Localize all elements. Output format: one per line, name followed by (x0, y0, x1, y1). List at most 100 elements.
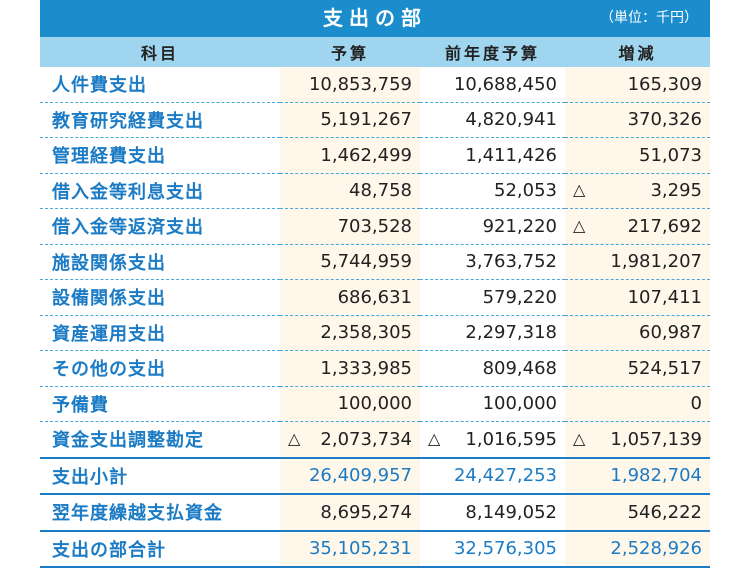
subject-cell: 管理経費支出 (40, 137, 280, 174)
budget-cell: 35,105,231 (280, 529, 420, 568)
subject-cell: 設備関係支出 (40, 279, 280, 316)
value: 52,053 (494, 180, 557, 202)
change-cell: △ 3,295 (565, 173, 710, 209)
value: 546,222 (627, 501, 702, 523)
value: 2,297,318 (465, 322, 557, 344)
prev-budget-cell: 24,427,253 (420, 456, 565, 495)
subject-cell: 資金支出調整勘定 (40, 421, 280, 458)
table-row: 借入金等利息支出 48,758 52,053 △ 3,295 (40, 173, 710, 209)
subject-cell: 予備費 (40, 386, 280, 422)
subtotal-row: 支出小計 26,409,957 24,427,253 1,982,704 (40, 456, 710, 495)
negative-triangle-icon: △ (573, 428, 586, 448)
prev-budget-cell: 10,688,450 (420, 67, 565, 103)
value: 3,763,752 (465, 251, 557, 273)
table-row: その他の支出 1,333,985 809,468 524,517 (40, 350, 710, 387)
table-row: 人件費支出 10,853,759 10,688,450 165,309 (40, 67, 710, 103)
subject-cell: 借入金等利息支出 (40, 173, 280, 209)
prev-budget-cell: 579,220 (420, 279, 565, 316)
unit-note: （単位：千円） (600, 10, 698, 26)
value: 1,462,499 (320, 144, 412, 166)
value: 10,688,450 (453, 73, 557, 95)
budget-cell: 1,462,499 (280, 137, 420, 174)
value: 1,411,426 (465, 144, 557, 166)
table-row: 資産運用支出 2,358,305 2,297,318 60,987 (40, 315, 710, 351)
header-prev-budget: 前年度予算 (420, 37, 565, 67)
value: 0 (690, 393, 702, 415)
table-row: 資金支出調整勘定 △ 2,073,734 △ 1,016,595 △ 1,057,139 (40, 421, 710, 458)
value: 2,073,734 (320, 428, 412, 450)
value: 5,191,267 (320, 109, 412, 131)
prev-budget-cell: 32,576,305 (420, 529, 565, 568)
value: 60,987 (639, 322, 702, 344)
value: 107,411 (627, 286, 702, 308)
prev-budget-cell: △ 1,016,595 (420, 421, 565, 458)
budget-cell: 8,695,274 (280, 494, 420, 531)
change-cell: 107,411 (565, 279, 710, 316)
prev-budget-cell: 8,149,052 (420, 494, 565, 531)
subject-cell: 借入金等返済支出 (40, 208, 280, 245)
budget-cell: 686,631 (280, 279, 420, 316)
header-change: 増減 (565, 37, 710, 67)
value: 1,982,704 (610, 465, 702, 487)
value: 686,631 (337, 286, 412, 308)
value: 2,358,305 (320, 322, 412, 344)
value: 1,981,207 (610, 251, 702, 273)
prev-budget-cell: 809,468 (420, 350, 565, 387)
budget-cell: 2,358,305 (280, 315, 420, 351)
total-row: 支出の部合計 35,105,231 32,576,305 2,528,926 (40, 529, 710, 568)
header-subject: 科目 (40, 37, 280, 67)
value: 35,105,231 (308, 538, 412, 560)
value: 1,016,595 (465, 428, 557, 450)
value: 1,057,139 (610, 428, 702, 450)
change-cell: 2,528,926 (565, 529, 710, 568)
subject-cell: 施設関係支出 (40, 244, 280, 280)
value: 32,576,305 (453, 538, 557, 560)
negative-triangle-icon: △ (573, 215, 586, 235)
budget-cell: 26,409,957 (280, 456, 420, 495)
value: 51,073 (639, 144, 702, 166)
value: 5,744,959 (320, 251, 412, 273)
change-cell: 524,517 (565, 350, 710, 387)
budget-cell: 1,333,985 (280, 350, 420, 387)
value: 4,820,941 (465, 109, 557, 131)
budget-cell: △ 2,073,734 (280, 421, 420, 458)
value: 10,853,759 (308, 73, 412, 95)
change-cell: 60,987 (565, 315, 710, 351)
header-row: 科目 予算 前年度予算 増減 (40, 37, 710, 67)
value: 24,427,253 (453, 465, 557, 487)
change-cell: 370,326 (565, 102, 710, 138)
value: 921,220 (482, 215, 557, 237)
table-row: 借入金等返済支出 703,528 921,220 △ 217,692 (40, 208, 710, 245)
prev-budget-cell: 100,000 (420, 386, 565, 422)
subject-cell: 翌年度繰越支払資金 (40, 494, 280, 531)
value: 8,149,052 (465, 501, 557, 523)
negative-triangle-icon: △ (573, 180, 586, 200)
change-cell: 51,073 (565, 137, 710, 174)
prev-budget-cell: 4,820,941 (420, 102, 565, 138)
prev-budget-cell: 1,411,426 (420, 137, 565, 174)
value: 3,295 (650, 180, 702, 202)
budget-cell: 5,191,267 (280, 102, 420, 138)
budget-cell: 100,000 (280, 386, 420, 422)
change-cell: 546,222 (565, 494, 710, 531)
table-row: 管理経費支出 1,462,499 1,411,426 51,073 (40, 137, 710, 174)
budget-cell: 10,853,759 (280, 67, 420, 103)
value: 524,517 (627, 357, 702, 379)
value: 703,528 (337, 215, 412, 237)
prev-budget-cell: 921,220 (420, 208, 565, 245)
value: 579,220 (482, 286, 557, 308)
value: 217,692 (627, 215, 702, 237)
budget-cell: 703,528 (280, 208, 420, 245)
subject-cell: 支出小計 (40, 456, 280, 495)
budget-cell: 48,758 (280, 173, 420, 209)
subject-cell: 支出の部合計 (40, 529, 280, 568)
table-row: 設備関係支出 686,631 579,220 107,411 (40, 279, 710, 316)
prev-budget-cell: 2,297,318 (420, 315, 565, 351)
change-cell: 165,309 (565, 67, 710, 103)
change-cell: △ 1,057,139 (565, 421, 710, 458)
value: 26,409,957 (308, 465, 412, 487)
change-cell: 0 (565, 386, 710, 422)
negative-triangle-icon: △ (288, 428, 301, 448)
value: 48,758 (349, 180, 412, 202)
change-cell: 1,982,704 (565, 456, 710, 495)
